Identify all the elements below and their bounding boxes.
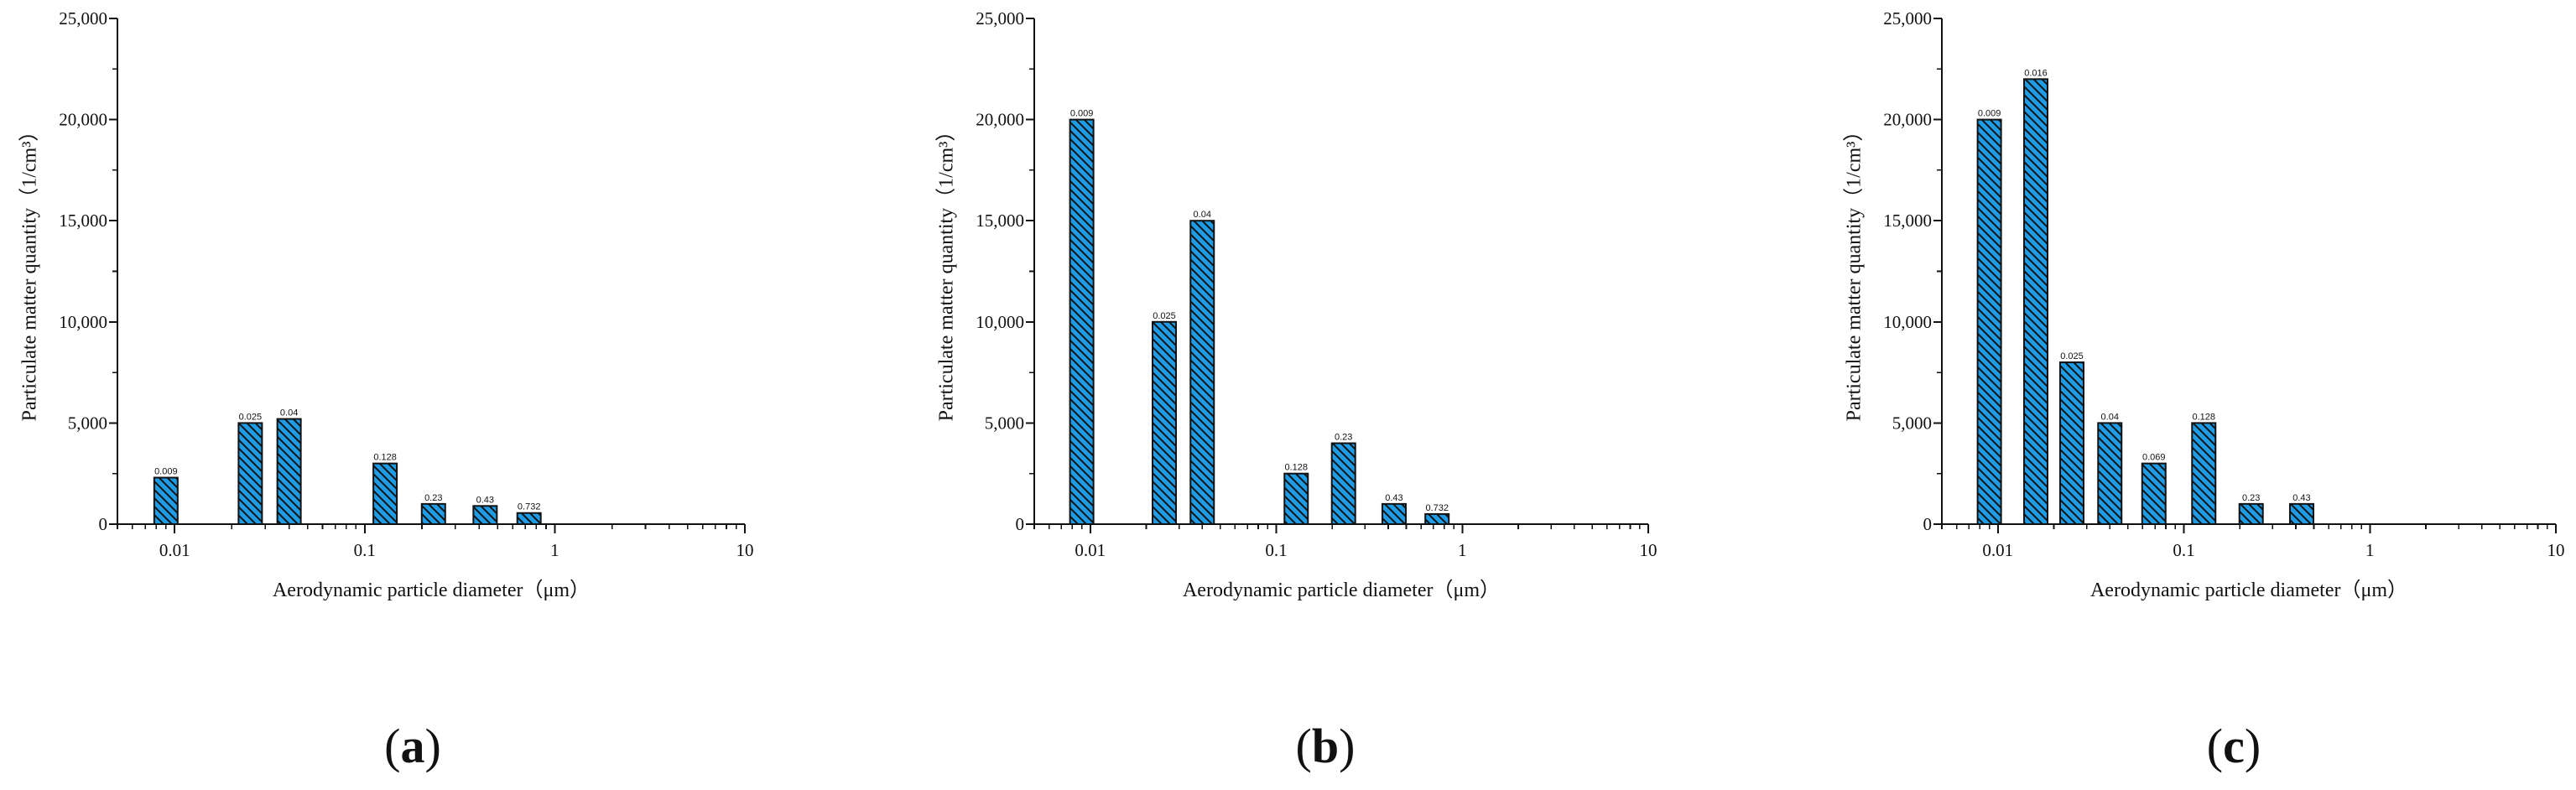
bar-data-label: 0.43: [2292, 493, 2310, 503]
panel-label-open-paren: (: [1296, 719, 1312, 773]
bar-a-0.23: [420, 502, 446, 526]
bar-data-label: 0.43: [1385, 493, 1402, 503]
bar-data-label: 0.025: [1153, 311, 1176, 321]
x-axis-title: Aerodynamic particle diameter（μm）: [1183, 580, 1500, 601]
bar-data-label: 0.128: [373, 453, 397, 463]
bar-a-0.732: [516, 512, 542, 526]
x-tick-label: 10: [1640, 540, 1657, 560]
panel-label-close-paren: ): [2245, 719, 2261, 773]
bar-data-label: 0.009: [154, 467, 178, 477]
y-tick-label: 0: [1016, 514, 1025, 534]
x-tick-label: 0.1: [2173, 540, 2194, 560]
y-tick-label: 25,000: [976, 8, 1024, 29]
bar-data-label: 0.016: [2024, 68, 2048, 78]
bar-b-0.025: [1151, 320, 1177, 525]
bar-data-label: 0.009: [1070, 109, 1094, 119]
panel-label-a: (a): [384, 719, 441, 773]
bar-data-label: 0.04: [280, 408, 298, 418]
y-tick-label: 0: [99, 514, 108, 534]
bar-c-0.016: [2023, 78, 2049, 526]
bar-data-label: 0.025: [2060, 351, 2084, 361]
bar-b-0.009: [1069, 118, 1095, 525]
y-axis-title: Particulate matter quantity（1/cm³）: [1844, 122, 1866, 422]
chart-panel-a: 0 5,000 10,000 15,000 20,000 25,000 0.01 0.1 1 10…: [19, 8, 754, 773]
y-axis-title: Particulate matter quantity（1/cm³）: [936, 122, 958, 422]
y-tick-label: 10,000: [59, 312, 107, 332]
x-axis-title: Aerodynamic particle diameter（μm）: [273, 580, 590, 601]
bar-c-0.069: [2141, 462, 2167, 526]
bar-data-label: 0.23: [1335, 433, 1352, 443]
bar-data-label: 0.128: [1285, 463, 1309, 473]
x-tick-label: 0.1: [1265, 540, 1287, 560]
y-tick-label: 15,000: [976, 210, 1024, 231]
panel-label-letter: a: [401, 719, 425, 773]
bar-c-0.23: [2238, 502, 2264, 526]
chart-panel-b: 0 5,000 10,000 15,000 20,000 25,000 0.01 0.1 1 10…: [936, 8, 1657, 773]
bar-data-label: 0.43: [476, 495, 494, 505]
x-tick-label: 0.01: [1982, 540, 2013, 560]
bar-data-label: 0.04: [2101, 412, 2119, 422]
chart-panel-c: 0 5,000 10,000 15,000 20,000 25,000 0.01 0.1 1 10…: [1844, 8, 2565, 773]
y-tick-label: 5,000: [985, 413, 1024, 433]
y-tick-label: 10,000: [1883, 312, 1932, 332]
bar-b-0.128: [1283, 472, 1309, 526]
y-tick-label: 20,000: [59, 110, 107, 130]
bar-c-0.009: [1976, 118, 2002, 525]
panel-label-open-paren: (: [384, 719, 400, 773]
bar-data-label: 0.009: [1978, 109, 2001, 119]
y-tick-label: 20,000: [976, 110, 1024, 130]
panel-label-close-paren: ): [1339, 719, 1355, 773]
bar-c-0.04: [2097, 422, 2123, 525]
bar-data-label: 0.025: [239, 412, 263, 422]
y-tick-label: 5,000: [1892, 413, 1932, 433]
bar-a-0.025: [237, 422, 263, 525]
x-tick-label: 1: [550, 540, 559, 560]
bar-b-0.732: [1424, 512, 1450, 526]
x-tick-label: 10: [2547, 540, 2565, 560]
panel-label-c: (c): [2207, 719, 2261, 773]
y-tick-label: 0: [1923, 514, 1933, 534]
y-tick-label: 10,000: [976, 312, 1024, 332]
panel-label-letter: c: [2223, 719, 2245, 773]
bar-a-0.43: [472, 505, 498, 525]
bar-data-label: 0.04: [1194, 210, 1211, 220]
panel-label-close-paren: ): [425, 719, 441, 773]
x-tick-label: 1: [1458, 540, 1467, 560]
bar-c-0.025: [2058, 361, 2084, 526]
x-tick-label: 0.1: [354, 540, 376, 560]
x-tick-label: 0.01: [159, 540, 190, 560]
bar-c-0.128: [2191, 422, 2217, 525]
y-axis-title: Particulate matter quantity（1/cm³）: [19, 122, 41, 422]
bar-data-label: 0.732: [1425, 503, 1449, 513]
bar-b-0.43: [1381, 502, 1407, 526]
y-tick-label: 20,000: [1883, 110, 1932, 130]
x-tick-label: 0.01: [1075, 540, 1106, 560]
bar-a-0.128: [372, 462, 398, 526]
bar-a-0.04: [276, 418, 302, 525]
x-axis-title: Aerodynamic particle diameter（μm）: [2090, 580, 2407, 601]
y-tick-label: 15,000: [59, 210, 107, 231]
bar-data-label: 0.23: [2242, 493, 2260, 503]
bar-data-label: 0.23: [424, 493, 442, 503]
x-tick-label: 1: [2365, 540, 2375, 560]
bar-b-0.04: [1189, 220, 1215, 525]
y-tick-label: 25,000: [1883, 8, 1932, 29]
y-tick-label: 15,000: [1883, 210, 1932, 231]
bar-data-label: 0.732: [518, 502, 541, 512]
bar-data-label: 0.069: [2142, 453, 2166, 463]
bar-b-0.23: [1330, 442, 1356, 526]
y-tick-label: 5,000: [68, 413, 107, 433]
panel-label-b: (b): [1296, 719, 1356, 773]
bar-a-0.009: [153, 476, 179, 525]
panel-label-open-paren: (: [2207, 719, 2223, 773]
bar-c-0.43: [2288, 502, 2314, 526]
panel-label-letter: b: [1312, 719, 1339, 773]
x-tick-label: 10: [736, 540, 754, 560]
bar-data-label: 0.128: [2193, 412, 2216, 422]
y-tick-label: 25,000: [59, 8, 107, 29]
